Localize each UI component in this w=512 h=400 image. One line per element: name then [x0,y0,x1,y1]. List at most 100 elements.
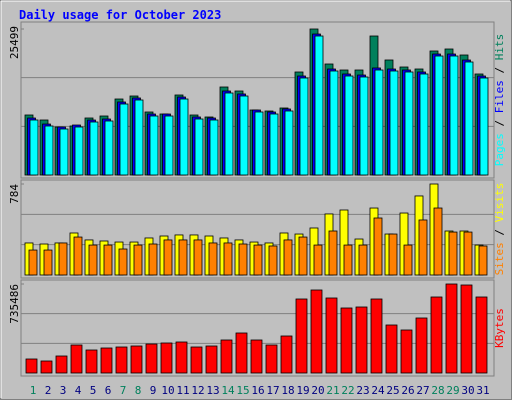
bar [325,297,338,374]
bar [284,110,294,176]
legend-entry: Pages [493,133,506,166]
bar [134,99,144,176]
bar [103,244,113,276]
bar [463,231,473,276]
bar [430,296,443,374]
bar [295,298,308,374]
bar [130,345,143,374]
bar [269,113,279,176]
bar [374,69,384,176]
x-tick-label: 11 [176,384,189,397]
bar [193,239,203,276]
bar [239,95,249,176]
bar [85,349,98,374]
legend-entry: Hits [493,34,506,61]
chart-title: Daily usage for October 2023 [19,8,221,22]
bar [359,76,369,176]
bar [208,242,218,276]
legend-entry: Visits [493,183,506,223]
bar [118,248,128,276]
x-tick-label: 23 [356,384,369,397]
x-tick-label: 10 [161,384,174,397]
x-tick-label: 20 [311,384,324,397]
bar [160,342,173,374]
bar [464,61,474,176]
bar [343,244,353,276]
x-tick-label: 21 [326,384,339,397]
bar [475,296,488,374]
legend: KBytes [493,308,506,348]
legend-separator: / [493,60,506,80]
bar [433,207,443,276]
bar [299,77,309,176]
bar [445,283,458,374]
x-tick-label: 25 [386,384,399,397]
x-tick-label: 3 [60,384,67,397]
bar [175,341,188,374]
bar [265,344,278,374]
bar [313,244,323,276]
bar [415,317,428,374]
bar [253,244,263,276]
bar [403,244,413,276]
x-tick-label: 7 [120,384,127,397]
bar [70,344,83,374]
bar [59,128,69,176]
bar [100,347,113,374]
bar [328,230,338,276]
y-tick-label: 735486 [8,284,21,324]
bar [250,339,263,374]
x-tick-label: 2 [45,384,52,397]
y-tick-label: 25499 [8,26,21,59]
bar [235,332,248,374]
x-tick-label: 5 [90,384,97,397]
bar [88,244,98,276]
bar [149,115,159,176]
x-tick-label: 31 [476,384,489,397]
bar [220,339,233,374]
bar [190,346,203,374]
x-tick-label: 27 [416,384,429,397]
bar [434,55,444,176]
bar [28,249,38,276]
bar [298,236,308,276]
bar [283,239,293,276]
bar [340,307,353,374]
bar [449,55,459,176]
bar [224,92,234,176]
bar [385,324,398,374]
bar [163,239,173,276]
legend-separator: / [493,222,506,242]
bar [373,217,383,276]
x-tick-label: 17 [266,384,279,397]
bar [58,242,68,276]
bar [164,115,174,176]
x-tick-label: 19 [296,384,309,397]
bar [329,70,339,176]
bar [344,75,354,176]
x-tick-label: 4 [75,384,82,397]
bar [25,358,38,374]
x-tick-label: 14 [221,384,235,397]
x-tick-label: 28 [431,384,444,397]
bar [179,98,189,176]
bar [29,119,39,176]
bar [178,239,188,276]
bar [104,120,114,176]
x-tick-label: 16 [251,384,264,397]
legend-entry: KBytes [493,308,506,348]
bar [55,355,68,374]
legend: Sites / Visits [493,183,506,276]
x-tick-label: 13 [206,384,219,397]
bar [223,242,233,276]
x-tick-label: 9 [150,384,157,397]
bar [314,35,324,176]
bar [148,243,158,276]
bar [194,118,204,176]
bar [418,219,428,276]
x-tick-label: 18 [281,384,294,397]
bar [89,121,99,176]
x-tick-label: 8 [135,384,142,397]
legend-entry: Sites [493,242,506,275]
